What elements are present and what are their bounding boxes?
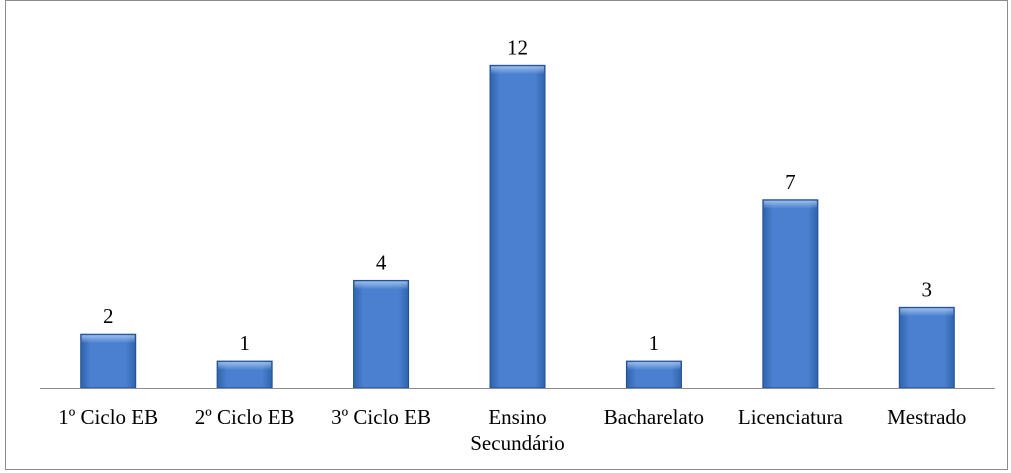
category-label-line: 2º Ciclo EB — [195, 405, 295, 429]
bar-highlight — [81, 335, 135, 344]
value-labels-group: 2 1 4 12 1 7 3 — [103, 35, 932, 355]
category-label: Licenciatura — [738, 405, 844, 429]
bar — [353, 279, 410, 389]
category-label-line: Mestrado — [887, 405, 966, 429]
category-label-line: Bacharelato — [604, 405, 704, 429]
bar-highlight — [354, 281, 408, 290]
bar-body — [353, 279, 410, 389]
bars-group — [80, 64, 955, 389]
bar-value-label: 1 — [239, 331, 250, 355]
category-label-line: 3º Ciclo EB — [331, 405, 431, 429]
bar-highlight — [218, 362, 272, 371]
category-label-line: Licenciatura — [738, 405, 844, 429]
bar-value-label: 3 — [922, 277, 933, 301]
bar-body — [898, 306, 955, 389]
category-label-line: Ensino — [488, 405, 546, 429]
category-label-line: Secundário — [470, 431, 564, 455]
bar — [216, 360, 273, 389]
category-label: Ensino Secundário — [470, 405, 564, 455]
category-label-line: 1º Ciclo EB — [58, 405, 158, 429]
bar-value-label: 2 — [103, 304, 114, 328]
category-label: 1º Ciclo EB — [58, 405, 158, 429]
bar-body — [762, 199, 819, 389]
category-label: Bacharelato — [604, 405, 704, 429]
bar-value-label: 1 — [649, 331, 660, 355]
bar-highlight — [763, 200, 817, 209]
bar — [898, 306, 955, 389]
category-label: 2º Ciclo EB — [195, 405, 295, 429]
bar — [762, 199, 819, 389]
bar-body — [489, 64, 546, 389]
bar — [489, 64, 546, 389]
bar-value-label: 12 — [507, 35, 528, 59]
bar — [80, 333, 137, 389]
bar-highlight — [627, 362, 681, 371]
bar — [625, 360, 682, 389]
category-labels-group: 1º Ciclo EB 2º Ciclo EB 3º Ciclo EB Ensino S… — [58, 405, 966, 455]
bar-value-label: 4 — [376, 250, 387, 274]
bar-value-label: 7 — [785, 170, 796, 194]
category-label: 3º Ciclo EB — [331, 405, 431, 429]
bar-highlight — [491, 66, 544, 75]
category-label: Mestrado — [887, 405, 966, 429]
bar-highlight — [900, 308, 954, 317]
